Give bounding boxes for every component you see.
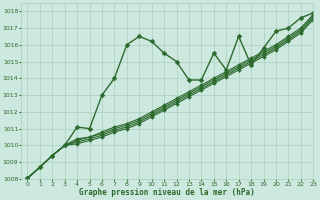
X-axis label: Graphe pression niveau de la mer (hPa): Graphe pression niveau de la mer (hPa) [79, 188, 255, 197]
